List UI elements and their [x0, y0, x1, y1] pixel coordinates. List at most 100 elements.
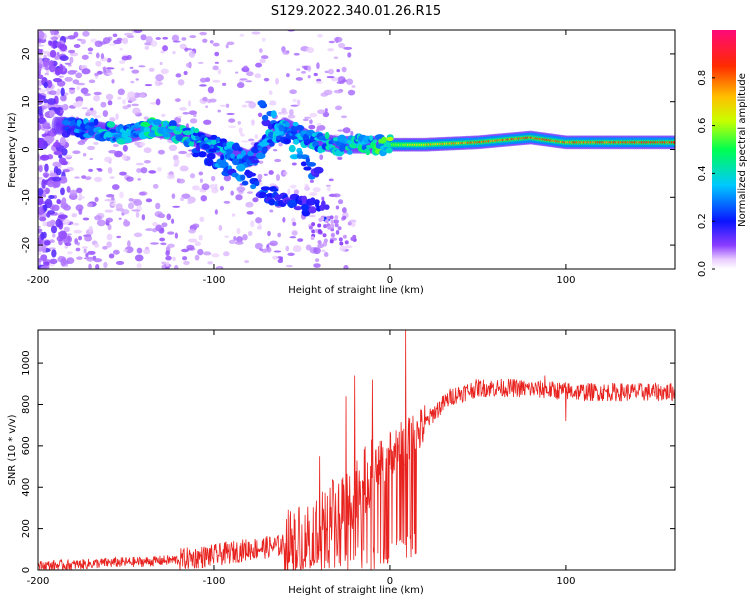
heatmap-speckle	[48, 40, 53, 46]
heatmap-speckle	[38, 138, 44, 148]
colorbar-tick-label: 0.6	[697, 118, 708, 134]
heatmap-speckle	[107, 100, 113, 106]
heatmap-speckle	[172, 256, 176, 262]
heatmap-speckle	[68, 49, 76, 54]
heatmap-speckle	[187, 100, 192, 107]
heatmap-speckle	[155, 74, 164, 82]
heatmap-speckle	[226, 41, 235, 46]
heatmap-speckle	[246, 210, 254, 215]
heatmap-speckle	[174, 98, 181, 102]
heatmap-speckle	[205, 105, 209, 109]
heatmap-speckle	[346, 78, 354, 85]
heatmap-speckle	[248, 138, 255, 142]
heatmap-speckle	[168, 144, 178, 152]
heatmap-speckle	[188, 238, 198, 243]
heatmap-speckle	[77, 197, 82, 201]
heatmap-speckle	[217, 68, 222, 75]
colorbar-tick-label: 0.0	[697, 261, 708, 277]
heatmap-speckle	[214, 61, 220, 64]
heatmap-speckle	[330, 219, 335, 224]
heatmap-speckle	[175, 73, 182, 78]
heatmap-speckle	[344, 240, 349, 245]
heatmap-speckle	[172, 50, 176, 55]
heatmap-speckle	[337, 156, 343, 160]
heatmap-speckle	[304, 116, 312, 119]
heatmap-speckle	[131, 209, 141, 212]
heatmap-speckle	[338, 42, 346, 49]
heatmap-speckle	[183, 71, 188, 76]
heatmap-speckle	[136, 168, 142, 174]
heatmap-speckle	[304, 184, 309, 187]
colorbar-tick-label: 0.2	[697, 213, 708, 229]
heatmap-speckle	[107, 72, 114, 75]
heatmap-speckle	[134, 141, 139, 146]
heatmap-speckle	[185, 152, 192, 158]
heatmap-speckle	[327, 48, 335, 52]
heatmap-speckle	[166, 213, 172, 221]
heatmap-speckle	[81, 246, 89, 249]
heatmap-speckle	[104, 156, 113, 163]
heatmap-speckle	[38, 65, 42, 73]
heatmap-speckle	[207, 86, 215, 94]
heatmap-speckle	[310, 236, 315, 241]
heatmap-speckle	[178, 150, 188, 155]
heatmap-speckle	[69, 56, 74, 64]
heatmap-speckle	[199, 178, 204, 183]
colorbar-axes: 0.0 0.2 0.4 0.6 0.8	[697, 70, 715, 277]
heatmap-speckle	[46, 211, 51, 218]
heatmap-speckle	[331, 77, 339, 82]
heatmap-speckle	[42, 172, 50, 178]
heatmap-speckle	[260, 55, 269, 60]
heatmap-speckle	[288, 109, 294, 116]
heatmap-speckle	[38, 251, 42, 256]
heatmap-speckle	[297, 238, 304, 242]
heatmap-cell	[269, 142, 275, 147]
heatmap-speckle	[313, 72, 318, 77]
heatmap-cell	[346, 150, 353, 155]
heatmap-speckle	[244, 260, 250, 264]
heatmap-speckle	[105, 193, 115, 198]
heatmap-speckle	[132, 107, 141, 115]
heatmap-cell	[261, 114, 269, 121]
heatmap-speckle	[143, 160, 151, 164]
heatmap-speckle	[160, 50, 165, 54]
heatmap-speckle	[51, 204, 60, 212]
heatmap-speckle	[259, 58, 266, 64]
heatmap-speckle	[217, 109, 221, 113]
heatmap-speckle	[217, 266, 221, 269]
heatmap-speckle	[95, 60, 102, 67]
colorbar-label: Normalized spectral amplitude	[737, 73, 748, 227]
heatmap-speckle	[93, 242, 100, 248]
heatmap-cell	[305, 157, 311, 164]
heatmap-speckle	[207, 261, 214, 265]
heatmap-speckle	[338, 237, 343, 242]
heatmap-speckle	[135, 211, 140, 218]
heatmap-speckle	[289, 89, 297, 95]
heatmap-speckle	[116, 37, 123, 42]
heatmap-speckle	[218, 224, 223, 231]
heatmap-speckle	[199, 77, 207, 83]
heatmap-speckle	[38, 123, 42, 131]
heatmap-speckle	[138, 65, 146, 68]
heatmap-speckle	[69, 189, 78, 197]
heatmap-speckle	[245, 80, 253, 83]
heatmap-speckle	[53, 151, 63, 156]
heatmap-speckle	[38, 44, 45, 47]
heatmap-speckle	[287, 114, 296, 119]
heatmap-speckle	[39, 154, 50, 161]
snr-series-line	[38, 330, 675, 570]
heatmap-speckle	[56, 88, 61, 96]
heatmap-speckle	[263, 77, 270, 82]
heatmap-speckle	[81, 54, 89, 60]
heatmap-speckle	[106, 57, 112, 63]
heatmap-speckle	[77, 38, 82, 41]
heatmap-speckle	[94, 215, 102, 221]
heatmap-speckle	[209, 184, 216, 190]
heatmap-speckle	[242, 234, 248, 241]
heatmap-cell	[372, 139, 378, 144]
heatmap-cell	[141, 122, 151, 128]
heatmap-speckle	[269, 209, 274, 213]
heatmap-speckle	[66, 233, 72, 236]
heatmap-speckle	[58, 154, 63, 159]
heatmap-speckle	[118, 217, 122, 220]
